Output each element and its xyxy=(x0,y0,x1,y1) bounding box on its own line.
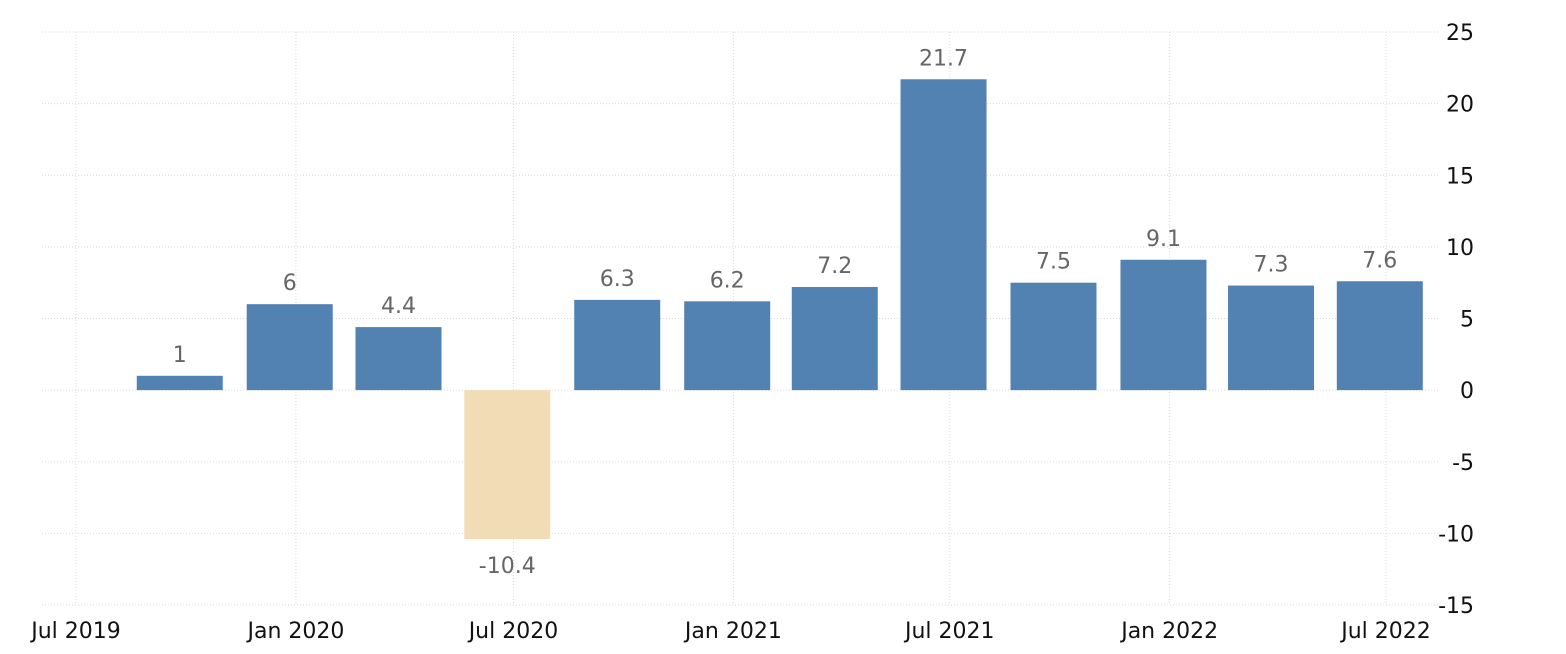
bar-q2-2021 xyxy=(900,79,987,391)
x-axis: Jul 2019 Jan 2020 Jul 2020 Jan 2021 Jul 2021… xyxy=(29,619,1431,644)
data-label-layer: 1 6 4.4 -10.4 6.3 6.2 7.2 21.7 7.5 9.1 7.3 7.6 xyxy=(173,46,1398,579)
y-tick-label: 10 xyxy=(1446,236,1474,261)
x-tick-label: Jan 2020 xyxy=(245,619,344,644)
data-label: 7.2 xyxy=(817,254,852,279)
x-tick-label: Jan 2022 xyxy=(1119,619,1218,644)
x-tick-label: Jan 2021 xyxy=(683,619,782,644)
x-tick-label: Jul 2019 xyxy=(29,619,121,644)
data-label: 6.3 xyxy=(600,267,635,292)
bar-q4-2020 xyxy=(684,301,771,391)
y-tick-label: -10 xyxy=(1438,522,1474,547)
y-tick-label: 15 xyxy=(1446,164,1474,189)
bar-q3-2020 xyxy=(574,299,661,391)
y-tick-label: 20 xyxy=(1446,93,1474,118)
bar-q4-2021 xyxy=(1120,259,1207,391)
data-label: 7.5 xyxy=(1036,250,1071,275)
x-tick-label: Jul 2021 xyxy=(903,619,995,644)
x-tick-label: Jul 2022 xyxy=(1339,619,1431,644)
data-label: 21.7 xyxy=(919,46,968,71)
data-label: 9.1 xyxy=(1146,227,1181,252)
x-tick-label: Jul 2020 xyxy=(467,619,559,644)
bar-q2-2022 xyxy=(1336,281,1423,391)
bar-q3-2019 xyxy=(136,375,223,391)
data-label: 4.4 xyxy=(381,294,416,319)
data-label: 6.2 xyxy=(710,268,745,293)
data-label: 6 xyxy=(283,271,297,296)
data-label: -10.4 xyxy=(479,554,536,579)
bar-q1-2022 xyxy=(1228,285,1315,391)
bar-layer xyxy=(136,79,1423,540)
y-tick-label: -5 xyxy=(1452,451,1474,476)
y-tick-label: 0 xyxy=(1460,379,1474,404)
y-tick-label: 5 xyxy=(1460,308,1474,333)
data-label: 7.6 xyxy=(1362,248,1397,273)
bar-q1-2020 xyxy=(355,327,442,391)
y-tick-label: -15 xyxy=(1438,594,1474,619)
bar-q3-2021 xyxy=(1010,282,1097,391)
bar-q1-2021 xyxy=(791,286,878,391)
bar-q4-2019 xyxy=(246,304,333,391)
data-label: 7.3 xyxy=(1254,253,1289,278)
grid-layer xyxy=(42,31,1440,606)
y-axis: 25 20 15 10 5 0 -5 -10 -15 xyxy=(1438,21,1474,619)
y-tick-label: 25 xyxy=(1446,21,1474,46)
bar-q2-2020 xyxy=(464,390,551,540)
data-label: 1 xyxy=(173,343,187,368)
